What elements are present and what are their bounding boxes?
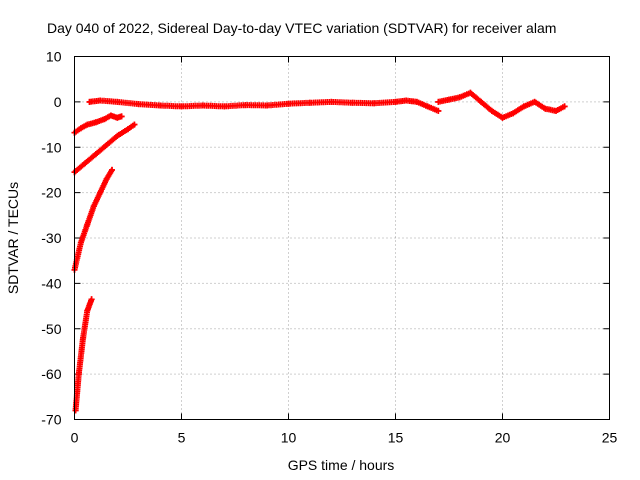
data-point bbox=[97, 189, 104, 196]
data-point bbox=[264, 102, 271, 109]
data-point bbox=[135, 101, 142, 108]
data-point bbox=[77, 239, 84, 246]
data-point bbox=[125, 126, 131, 133]
data-point bbox=[109, 166, 115, 173]
y-tick-label: -50 bbox=[41, 321, 61, 337]
data-point bbox=[114, 114, 121, 121]
chart-title: Day 040 of 2022, Sidereal Day-to-day VTE… bbox=[47, 20, 556, 36]
data-point bbox=[221, 103, 228, 110]
data-point bbox=[92, 119, 99, 126]
x-tick-label: 25 bbox=[602, 430, 618, 446]
data-point bbox=[371, 100, 378, 107]
series-satellite-2 bbox=[71, 166, 115, 273]
data-point bbox=[84, 221, 91, 228]
data-point bbox=[77, 125, 84, 132]
x-tick-labels: 0 5 10 15 20 25 bbox=[71, 430, 618, 446]
series-satellite-4 bbox=[71, 112, 125, 136]
x-tick-label: 20 bbox=[495, 430, 511, 446]
data-point bbox=[403, 97, 410, 104]
series-track bbox=[72, 296, 95, 414]
data-point bbox=[435, 98, 442, 105]
y-tick-label: -60 bbox=[41, 366, 61, 382]
series-track bbox=[71, 166, 115, 273]
data-point bbox=[92, 151, 99, 158]
y-tick-label: -30 bbox=[41, 230, 61, 246]
x-tick-label: 0 bbox=[71, 430, 79, 446]
data-point bbox=[75, 371, 82, 378]
x-axis-label: GPS time / hours bbox=[288, 457, 395, 473]
data-point bbox=[97, 97, 104, 104]
data-point bbox=[499, 114, 506, 121]
data-point bbox=[520, 103, 527, 110]
data-point bbox=[72, 407, 79, 414]
series-track bbox=[435, 89, 568, 121]
data-point bbox=[467, 89, 474, 96]
data-point bbox=[178, 103, 185, 110]
data-point bbox=[510, 110, 517, 117]
series-satellite-1 bbox=[72, 296, 95, 414]
data-point bbox=[285, 100, 292, 107]
data-point bbox=[86, 98, 93, 105]
y-tick-label: 0 bbox=[54, 94, 62, 110]
data-point bbox=[413, 98, 420, 105]
data-point bbox=[488, 107, 495, 114]
data-point bbox=[82, 160, 89, 167]
data-point bbox=[90, 203, 97, 210]
data-point bbox=[131, 121, 138, 128]
data-point bbox=[107, 112, 114, 119]
y-tick-label: 10 bbox=[46, 49, 62, 65]
data-point bbox=[80, 334, 87, 341]
data-point bbox=[435, 107, 442, 114]
data-series bbox=[71, 89, 568, 414]
data-point bbox=[84, 121, 91, 128]
data-point bbox=[199, 102, 206, 109]
x-tick-label: 15 bbox=[388, 430, 404, 446]
series-satellite-5 bbox=[86, 97, 442, 114]
series-track bbox=[86, 97, 442, 114]
data-point bbox=[542, 105, 549, 112]
data-point bbox=[553, 107, 559, 114]
plot-frame bbox=[74, 56, 610, 420]
data-point bbox=[392, 98, 399, 105]
y-tick-label: -10 bbox=[41, 139, 61, 155]
x-tick-label: 5 bbox=[178, 430, 186, 446]
data-point bbox=[561, 103, 568, 110]
data-point bbox=[114, 132, 121, 139]
data-point bbox=[84, 307, 91, 314]
x-tick-label: 10 bbox=[281, 430, 297, 446]
data-point bbox=[242, 102, 249, 109]
data-point bbox=[328, 98, 335, 105]
data-point bbox=[103, 176, 110, 182]
data-point bbox=[157, 102, 164, 109]
data-point bbox=[306, 99, 313, 106]
data-point bbox=[446, 96, 452, 103]
data-point bbox=[349, 99, 356, 106]
y-tick-label: -70 bbox=[41, 412, 61, 428]
data-point bbox=[424, 103, 431, 110]
y-axis-label: SDTVAR / TECUs bbox=[5, 182, 21, 294]
y-tick-labels: -70 -60 -50 -40 -30 -20 -10 0 10 bbox=[41, 49, 61, 428]
series-satellite-6 bbox=[435, 89, 568, 121]
data-point bbox=[88, 296, 95, 303]
data-point bbox=[101, 116, 108, 123]
grid-lines bbox=[74, 56, 610, 420]
data-point bbox=[103, 142, 110, 148]
data-point bbox=[456, 94, 463, 101]
data-point bbox=[118, 113, 125, 120]
y-tick-label: -40 bbox=[41, 275, 61, 291]
data-point bbox=[531, 98, 538, 105]
y-tick-label: -20 bbox=[41, 185, 61, 201]
data-point bbox=[114, 98, 121, 105]
data-point bbox=[478, 98, 485, 105]
